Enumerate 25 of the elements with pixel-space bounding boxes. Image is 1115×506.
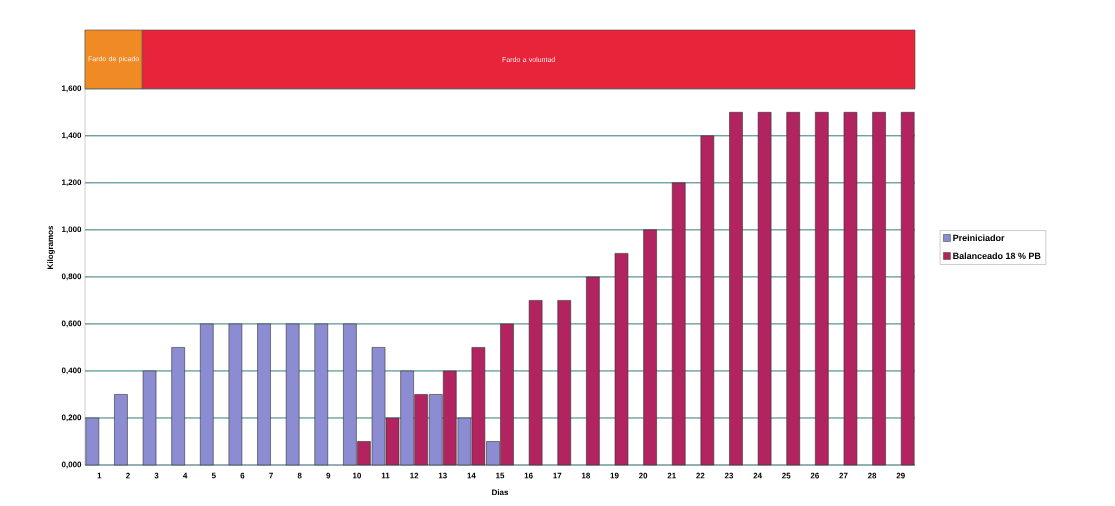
bar [257,323,271,466]
bar [557,300,572,466]
bar [314,323,329,466]
bar [285,323,300,466]
bar [614,253,629,466]
bar [643,229,657,466]
bar [142,370,157,466]
bar [843,112,858,466]
bar [900,112,915,466]
bar [786,112,801,466]
bar [85,417,100,466]
bar [528,300,543,466]
bar [872,112,886,466]
legend-label: Balanceado 18 % PB [953,252,1041,260]
bar [228,323,243,466]
bar [700,135,715,466]
bar [671,182,686,466]
bar [815,112,829,466]
bar [729,112,743,466]
legend-label: Preiniciador [953,234,1005,242]
bar [171,347,185,466]
bar [757,112,772,466]
bar [114,394,128,466]
bar [200,323,214,466]
bar [586,276,600,466]
